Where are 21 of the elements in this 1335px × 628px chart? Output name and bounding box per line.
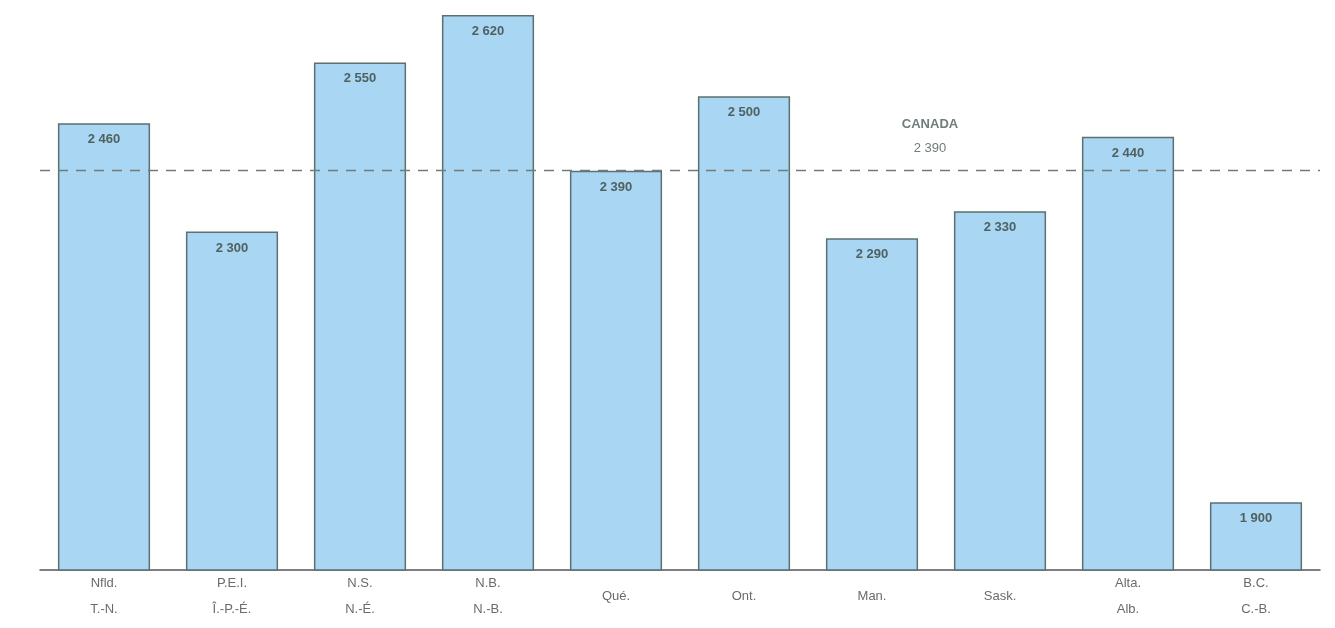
- x-tick-label: Ont.: [731, 587, 757, 603]
- data-label: 2 290: [855, 246, 889, 262]
- data-label: 2 550: [343, 70, 377, 86]
- data-label: 1 900: [1239, 510, 1273, 526]
- data-label: 2 330: [983, 219, 1017, 235]
- x-tick-label: Alta. Alb.: [1114, 574, 1142, 616]
- ref-line-label: CANADA 2 390: [901, 116, 959, 156]
- data-label: 2 460: [87, 131, 121, 147]
- x-tick-label: Man.: [857, 587, 887, 603]
- x-tick-label: Qué.: [601, 587, 631, 603]
- data-label: 2 390: [599, 178, 633, 194]
- data-label: 2 300: [215, 239, 249, 255]
- x-tick-label: N.B. N.-B.: [473, 574, 503, 616]
- x-tick-label: Sask.: [983, 587, 1017, 603]
- x-tick-label: Nfld. T.-N.: [90, 574, 118, 616]
- data-label: 2 440: [1111, 144, 1145, 160]
- x-tick-label: N.S. N.-É.: [345, 574, 375, 616]
- data-label: 2 500: [727, 104, 761, 120]
- x-tick-label: B.C. C.-B.: [1241, 574, 1271, 616]
- data-label: 2 620: [471, 23, 505, 38]
- x-tick-label: P.E.I. Î.-P.-É.: [211, 574, 252, 616]
